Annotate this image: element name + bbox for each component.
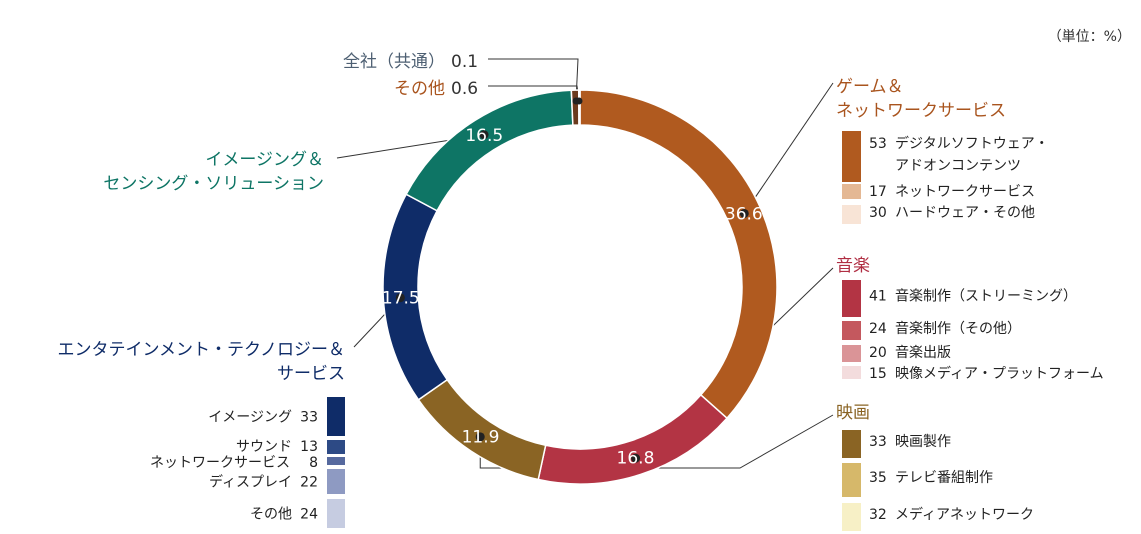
leader-dot-iss bbox=[479, 130, 489, 140]
legend-label-et-0: イメージング bbox=[208, 410, 292, 426]
legend-value-game-2: 30 bbox=[869, 205, 887, 221]
legend-swatch-game-0 bbox=[842, 131, 861, 182]
legend-label-et-1: サウンド bbox=[236, 439, 292, 455]
slice-iss bbox=[405, 89, 574, 212]
leader-dot-movie bbox=[475, 432, 485, 442]
legend-label-movie-1: テレビ番組制作 bbox=[895, 470, 993, 486]
breakdown-legends: 53 デジタルソフトウェア・アドオンコンテンツ 17 ネットワークサービス 30 ハードウ… bbox=[150, 131, 1104, 531]
segment-label-corp: 全社（共通） bbox=[343, 52, 445, 72]
legend-label-et-3: ディスプレイ bbox=[209, 474, 292, 491]
donut-slices bbox=[382, 89, 778, 485]
legend-value-game-0: 53 bbox=[869, 136, 887, 152]
legend-swatch-music-0 bbox=[842, 280, 861, 317]
legend-swatch-et-1 bbox=[327, 440, 345, 454]
legend-label-game-0: デジタルソフトウェア・ bbox=[895, 135, 1049, 152]
value-label-music: 16.8 bbox=[617, 449, 655, 469]
slice-music bbox=[537, 393, 729, 485]
slice-corp bbox=[578, 89, 581, 126]
leader-dots bbox=[395, 97, 749, 463]
legend-swatch-game-1 bbox=[842, 184, 861, 199]
legend-value-et-4: 24 bbox=[300, 507, 318, 523]
legend-value-et-0: 33 bbox=[300, 410, 318, 426]
legend-value-music-2: 20 bbox=[869, 345, 887, 361]
segment-label-iss: センシング・ソリューション bbox=[103, 174, 324, 194]
value-label-game: 36.6 bbox=[725, 205, 763, 225]
legend-label-et-4: その他 bbox=[250, 507, 292, 523]
legend-value-movie-2: 32 bbox=[869, 507, 887, 523]
leader-dot-et bbox=[395, 293, 405, 303]
legend-label-music-0: 音楽制作（ストリーミング） bbox=[895, 288, 1077, 305]
segment-label-other: その他 bbox=[394, 79, 445, 99]
leader-dot-corp bbox=[572, 97, 580, 105]
slice-other bbox=[570, 89, 580, 126]
leader-line-corp bbox=[488, 58, 579, 102]
legend-value-music-0: 41 bbox=[869, 289, 887, 305]
legend-label-movie-0: 映画製作 bbox=[895, 434, 951, 450]
segment-label-game: ゲーム＆ bbox=[836, 77, 904, 97]
legend-label-game-2: ハードウェア・その他 bbox=[895, 205, 1035, 221]
legend-value-et-1: 13 bbox=[300, 439, 318, 455]
legend-label-game-0: アドオンコンテンツ bbox=[895, 158, 1021, 174]
legend-swatch-music-2 bbox=[842, 345, 861, 362]
legend-value-music-1: 24 bbox=[869, 321, 887, 337]
legend-value-movie-0: 33 bbox=[869, 434, 887, 450]
legend-value-game-1: 17 bbox=[869, 184, 887, 200]
legend-value-et-3: 22 bbox=[300, 475, 318, 491]
segment-value-corp: 0.1 bbox=[451, 52, 478, 72]
segment-value-other: 0.6 bbox=[451, 79, 478, 99]
segment-label-et: エンタテインメント・テクノロジー＆ bbox=[58, 340, 345, 360]
legend-swatch-movie-1 bbox=[842, 463, 861, 497]
segment-label-et: サービス bbox=[277, 364, 345, 384]
legend-value-movie-1: 35 bbox=[869, 470, 887, 486]
legend-label-game-1: ネットワークサービス bbox=[895, 184, 1035, 200]
legend-value-et-2: 8 bbox=[309, 455, 318, 471]
legend-swatch-music-3 bbox=[842, 366, 861, 379]
legend-label-et-2: ネットワークサービス bbox=[150, 455, 290, 471]
segment-label-iss: イメージング＆ bbox=[205, 150, 324, 170]
legend-swatch-game-2 bbox=[842, 205, 861, 224]
leader-dot-music bbox=[631, 453, 641, 463]
leader-line-game bbox=[743, 82, 834, 214]
legend-label-music-3: 映像メディア・プラットフォーム bbox=[895, 365, 1104, 382]
legend-swatch-music-1 bbox=[842, 321, 861, 340]
legend-swatch-movie-0 bbox=[842, 430, 861, 458]
leader-dot-game bbox=[739, 208, 749, 218]
legend-swatch-et-2 bbox=[327, 457, 345, 465]
slice-value-labels: 36.6 16.8 11.9 17.5 16.5 bbox=[382, 126, 763, 469]
value-label-movie: 11.9 bbox=[462, 427, 500, 447]
segment-label-music: 音楽 bbox=[836, 256, 870, 276]
legend-swatch-et-0 bbox=[327, 397, 345, 436]
segment-label-movie: 映画 bbox=[836, 403, 870, 423]
legend-label-movie-2: メディアネットワーク bbox=[895, 506, 1034, 523]
legend-value-music-3: 15 bbox=[869, 366, 887, 382]
slice-game bbox=[579, 89, 778, 420]
legend-swatch-movie-2 bbox=[842, 503, 861, 531]
legend-label-music-1: 音楽制作（その他） bbox=[895, 320, 1021, 337]
legend-swatch-et-4 bbox=[327, 499, 345, 528]
unit-label: （単位：%） bbox=[1048, 29, 1131, 45]
legend-label-music-2: 音楽出版 bbox=[895, 344, 951, 361]
value-label-iss: 16.5 bbox=[465, 126, 503, 146]
segment-label-game: ネットワークサービス bbox=[836, 101, 1006, 121]
value-label-et: 17.5 bbox=[382, 289, 420, 309]
segment-labels: ゲーム＆ネットワークサービス音楽映画エンタテインメント・テクノロジー＆サービスイ… bbox=[58, 52, 1006, 423]
legend-swatch-et-3 bbox=[327, 469, 345, 494]
